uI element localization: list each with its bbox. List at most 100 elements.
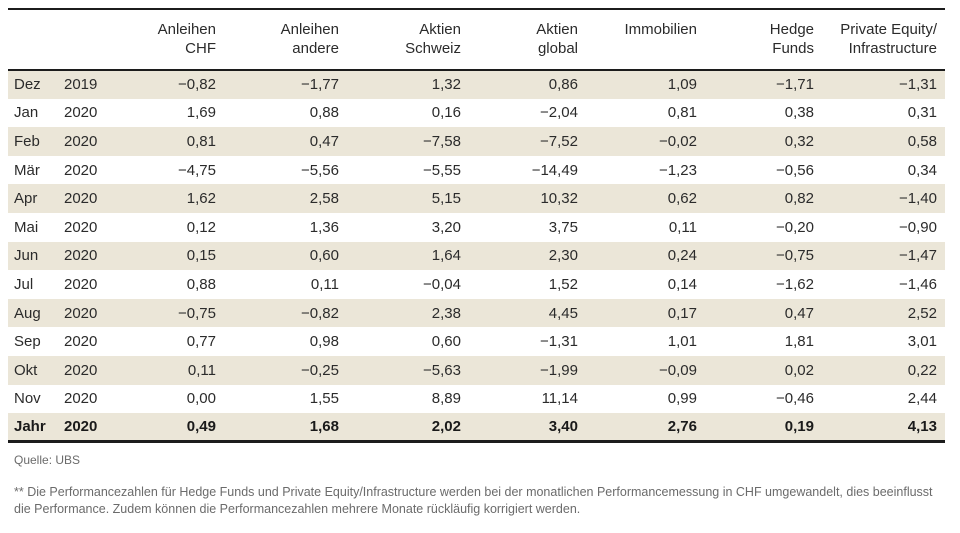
value-cell: 0,49 bbox=[186, 418, 216, 436]
value-cell: −0,56 bbox=[776, 161, 814, 179]
value-cell: 1,62 bbox=[186, 190, 216, 208]
value-cell: −7,58 bbox=[423, 132, 461, 150]
value-cell: −0,46 bbox=[776, 390, 814, 408]
table-row: Okt 2020 0,11 −0,25 −5,63 −1,99 −0,09 0,02 0,22 bbox=[8, 355, 945, 385]
value-cell: −0,20 bbox=[776, 218, 814, 236]
value-cell: −0,75 bbox=[178, 304, 216, 322]
month-cell: Feb bbox=[14, 132, 40, 150]
value-cell: 0,17 bbox=[667, 304, 697, 322]
month-cell: Sep bbox=[14, 333, 41, 351]
table-row: Nov 2020 0,00 1,55 8,89 11,14 0,99 −0,46 2,44 bbox=[8, 385, 945, 414]
value-cell: 5,15 bbox=[431, 190, 461, 208]
value-cell: 0,00 bbox=[186, 390, 216, 408]
value-cell: 0,88 bbox=[186, 275, 216, 293]
year-cell: 2020 bbox=[64, 218, 98, 236]
table-row: Mai 2020 0,12 1,36 3,20 3,75 0,11 −0,20 −0,90 bbox=[8, 213, 945, 242]
table-header: Anleihen CHF Anleihen andere Aktien Schw… bbox=[8, 9, 945, 71]
value-cell: 1,64 bbox=[431, 247, 461, 265]
value-cell: −1,71 bbox=[776, 76, 814, 94]
value-cell: 0,24 bbox=[667, 247, 697, 265]
month-cell: Jahr bbox=[14, 418, 46, 436]
year-cell: 2019 bbox=[64, 76, 98, 94]
month-cell: Mär bbox=[14, 161, 40, 179]
year-cell: 2020 bbox=[64, 132, 98, 150]
value-cell: 3,01 bbox=[907, 333, 937, 351]
value-cell: 0,81 bbox=[667, 104, 697, 122]
value-cell: 0,47 bbox=[309, 132, 339, 150]
month-cell: Jul bbox=[14, 275, 34, 293]
value-cell: 2,76 bbox=[667, 418, 697, 436]
value-cell: 1,09 bbox=[667, 76, 697, 94]
value-cell: 0,58 bbox=[907, 132, 937, 150]
table-row: Apr 2020 1,62 2,58 5,15 10,32 0,62 0,82 −1,40 bbox=[8, 184, 945, 213]
value-cell: −1,31 bbox=[899, 76, 937, 94]
column-header-anleihen-chf: Anleihen CHF bbox=[122, 9, 224, 71]
value-cell: 4,45 bbox=[548, 304, 578, 322]
value-cell: 0,11 bbox=[668, 218, 697, 236]
column-header-private-equity: Private Equity/ Infrastructure bbox=[822, 9, 945, 71]
value-cell: 0,38 bbox=[784, 104, 814, 122]
value-cell: 2,30 bbox=[548, 247, 578, 265]
source-note: Quelle: UBS bbox=[14, 453, 81, 468]
value-cell: −14,49 bbox=[531, 161, 578, 179]
value-cell: 10,32 bbox=[540, 190, 578, 208]
table-row: Jun 2020 0,15 0,60 1,64 2,30 0,24 −0,75 −1,47 bbox=[8, 241, 945, 271]
table-row: Dez 2019 −0,82 −1,77 1,32 0,86 1,09 −1,71 −1,31 bbox=[8, 70, 945, 99]
value-cell: 0,16 bbox=[431, 104, 461, 122]
value-cell: 0,47 bbox=[784, 304, 814, 322]
month-cell: Aug bbox=[14, 304, 41, 322]
value-cell: 3,75 bbox=[548, 218, 578, 236]
table-row: Sep 2020 0,77 0,98 0,60 −1,31 1,01 1,81 3,01 bbox=[8, 327, 945, 356]
value-cell: −0,75 bbox=[776, 247, 814, 265]
value-cell: 2,02 bbox=[431, 418, 461, 436]
month-cell: Apr bbox=[14, 190, 38, 208]
value-cell: 2,58 bbox=[309, 190, 339, 208]
value-cell: 0,15 bbox=[186, 247, 216, 265]
footnote: ** Die Performancezahlen für Hedge Funds… bbox=[14, 485, 933, 517]
year-cell: 2020 bbox=[64, 190, 98, 208]
value-cell: −0,90 bbox=[899, 218, 937, 236]
year-cell: 2020 bbox=[64, 247, 98, 265]
value-cell: 1,32 bbox=[431, 76, 461, 94]
value-cell: 1,68 bbox=[309, 418, 339, 436]
table-body: Dez 2019 −0,82 −1,77 1,32 0,86 1,09 −1,71 −1,31 J… bbox=[8, 70, 945, 442]
month-cell: Okt bbox=[14, 361, 38, 379]
year-cell: 2020 bbox=[64, 161, 98, 179]
column-header-immobilien: Immobilien bbox=[586, 9, 705, 71]
value-cell: 1,69 bbox=[186, 104, 216, 122]
value-cell: 0,12 bbox=[186, 218, 216, 236]
value-cell: 2,52 bbox=[907, 304, 937, 322]
column-header-year bbox=[62, 9, 122, 71]
value-cell: −1,46 bbox=[899, 275, 937, 293]
value-cell: 1,81 bbox=[784, 333, 814, 351]
value-cell: −5,56 bbox=[301, 161, 339, 179]
year-cell: 2020 bbox=[64, 390, 98, 408]
month-cell: Jan bbox=[14, 104, 39, 122]
year-cell: 2020 bbox=[64, 304, 98, 322]
value-cell: 0,11 bbox=[310, 275, 339, 293]
value-cell: 0,02 bbox=[784, 361, 814, 379]
column-header-hedge-funds: Hedge Funds bbox=[705, 9, 822, 71]
value-cell: 1,52 bbox=[548, 275, 578, 293]
value-cell: −0,09 bbox=[659, 361, 697, 379]
value-cell: −1,62 bbox=[776, 275, 814, 293]
value-cell: −0,02 bbox=[659, 132, 697, 150]
year-cell: 2020 bbox=[64, 361, 98, 379]
value-cell: −7,52 bbox=[540, 132, 578, 150]
value-cell: −5,55 bbox=[423, 161, 461, 179]
value-cell: 0,98 bbox=[309, 333, 339, 351]
value-cell: −1,77 bbox=[301, 76, 339, 94]
value-cell: −1,31 bbox=[540, 333, 578, 351]
value-cell: 0,14 bbox=[667, 275, 697, 293]
header-row: Anleihen CHF Anleihen andere Aktien Schw… bbox=[8, 9, 945, 71]
value-cell: 1,36 bbox=[309, 218, 339, 236]
value-cell: −0,04 bbox=[423, 275, 461, 293]
month-cell: Mai bbox=[14, 218, 39, 236]
year-cell: 2020 bbox=[64, 104, 98, 122]
value-cell: 3,40 bbox=[548, 418, 578, 436]
value-cell: 0,60 bbox=[431, 333, 461, 351]
value-cell: −5,63 bbox=[423, 361, 461, 379]
value-cell: −1,99 bbox=[540, 361, 578, 379]
table-row: Jul 2020 0,88 0,11 −0,04 1,52 0,14 −1,62 −1,46 bbox=[8, 270, 945, 299]
value-cell: 11,14 bbox=[541, 390, 578, 408]
